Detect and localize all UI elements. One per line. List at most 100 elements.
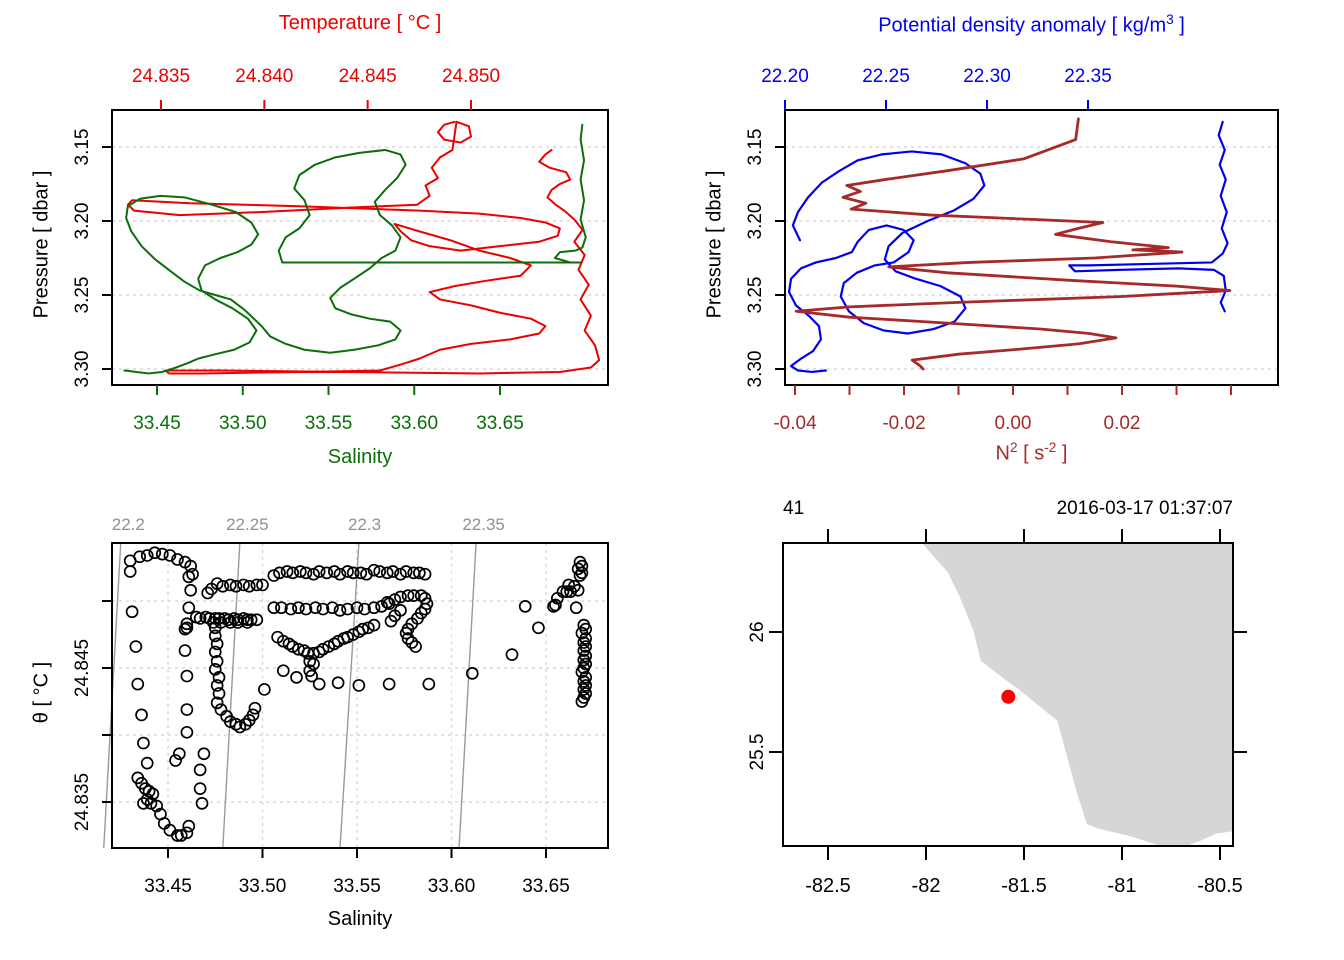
ts-point xyxy=(312,677,326,691)
pressure-axis-tick-label: 3.20 xyxy=(72,203,93,240)
density-axis-tick-label: 22.35 xyxy=(1064,66,1112,87)
ts-point xyxy=(137,796,150,810)
ts-point xyxy=(292,601,305,615)
ts-point xyxy=(131,677,145,691)
salinity-curve xyxy=(123,123,587,375)
n2-title-sup1: 2 xyxy=(1010,440,1018,455)
ts-point xyxy=(326,601,339,615)
ts-point xyxy=(571,562,585,576)
ts-point xyxy=(373,565,387,578)
pressure-axis-title-right-panel: Pressure [ dbar ] xyxy=(703,170,726,319)
ts-point xyxy=(575,695,589,708)
ts-point xyxy=(341,565,354,578)
ts-point xyxy=(135,708,148,722)
ts-point xyxy=(273,566,286,580)
ts-point xyxy=(205,582,218,596)
theta-axis-title: θ [ °C ] xyxy=(30,661,53,724)
ts-point xyxy=(518,600,532,613)
ts-point xyxy=(207,616,220,629)
ts-point xyxy=(286,566,300,580)
ts-theta-axis-tick-label: 24.845 xyxy=(72,639,93,697)
ts-salinity-axis-tick-label: 33.45 xyxy=(144,876,192,897)
ts-point xyxy=(180,621,194,635)
ts-point xyxy=(305,669,318,683)
ts-point xyxy=(573,569,587,582)
ts-point xyxy=(303,664,317,678)
ts-point xyxy=(577,644,591,657)
ts-point xyxy=(299,566,313,580)
ts-point xyxy=(401,632,415,645)
ts-point xyxy=(333,567,347,581)
ts-point xyxy=(180,725,194,739)
ts-salinity-axis-tick-label: 33.60 xyxy=(428,876,476,897)
ts-point xyxy=(182,819,196,833)
ts-point xyxy=(382,677,396,691)
ts-point xyxy=(186,567,199,581)
ts-point xyxy=(201,586,215,600)
ts-point xyxy=(239,717,252,731)
ts-point xyxy=(341,602,354,616)
pressure-axis-tick-label: 3.30 xyxy=(72,351,93,388)
ts-point xyxy=(356,622,370,636)
ts-point xyxy=(275,601,288,615)
ts-point xyxy=(237,578,250,592)
ts-point xyxy=(293,565,307,578)
map-lon-axis-tick-label: -82.5 xyxy=(805,875,851,897)
pressure-axis-tick-label: 3.25 xyxy=(72,277,93,314)
ts-point xyxy=(309,601,322,615)
potential-density-anomaly-right-curve xyxy=(1068,120,1229,313)
ts-point xyxy=(229,579,243,593)
n2-axis-tick-label: 0.00 xyxy=(995,413,1032,434)
density-title-sup: 3 xyxy=(1166,12,1174,27)
ts-point xyxy=(384,614,398,628)
temperature-salinity-profile: 24.835 24.840 24.845 24.850 33.45 33.50 33.55 3… xyxy=(72,66,609,434)
ts-point xyxy=(231,616,245,629)
ts-point xyxy=(210,654,224,668)
ts-point xyxy=(399,565,413,578)
ts-point xyxy=(358,602,371,616)
ts-point xyxy=(284,602,298,616)
ts-point xyxy=(575,566,589,580)
ts-point xyxy=(180,669,194,683)
ts-point xyxy=(380,566,394,580)
temperature-axis-tick-label: 24.835 xyxy=(132,66,190,87)
ts-point xyxy=(299,602,313,616)
map-lon-axis-tick-label: -82 xyxy=(912,875,941,897)
ts-point xyxy=(137,736,150,750)
density-title-pre: Potential density anomaly [ kg/m xyxy=(878,14,1167,37)
potential-density-anomaly-curve xyxy=(787,150,986,374)
ts-point xyxy=(267,601,281,615)
isopycnal-label: 22.35 xyxy=(462,515,505,534)
ts-point xyxy=(579,622,593,636)
temperature-axis-tick-label: 24.850 xyxy=(442,66,500,87)
n2-axis-title: N2 [ s-2 ] xyxy=(785,440,1278,466)
ts-point xyxy=(210,696,224,710)
station-location-dot xyxy=(1001,689,1016,704)
n2-title-mid: [ s xyxy=(1017,442,1045,465)
density-axis-title: Potential density anomaly [ kg/m3 ] xyxy=(785,12,1278,38)
salinity-axis-tick-label: 33.50 xyxy=(219,413,267,434)
ts-point xyxy=(354,566,368,580)
temperature-axis-tick-label: 24.845 xyxy=(339,66,397,87)
ts-point xyxy=(224,578,237,592)
ts-point xyxy=(171,553,184,566)
ts-point xyxy=(163,549,177,562)
ts-point xyxy=(178,644,192,657)
pressure-axis-title-left: Pressure [ dbar ] xyxy=(30,170,53,319)
ts-point xyxy=(133,550,146,564)
ts-point xyxy=(142,784,156,798)
pressure-axis-tick-label: 3.15 xyxy=(72,129,93,166)
ts-point xyxy=(140,549,154,562)
density-axis-tick-label: 22.20 xyxy=(761,66,809,87)
station-number: 41 xyxy=(783,498,805,519)
ts-point xyxy=(333,604,347,617)
ts-point xyxy=(256,578,269,592)
ts-point xyxy=(316,602,330,616)
ts-point xyxy=(547,600,560,613)
temperature-salinity-profile-border xyxy=(111,109,609,386)
ts-point xyxy=(250,578,264,592)
ts-point xyxy=(180,703,194,716)
ts-point xyxy=(180,617,194,631)
ts-diagram-border xyxy=(111,542,609,849)
ts-point xyxy=(407,589,421,602)
